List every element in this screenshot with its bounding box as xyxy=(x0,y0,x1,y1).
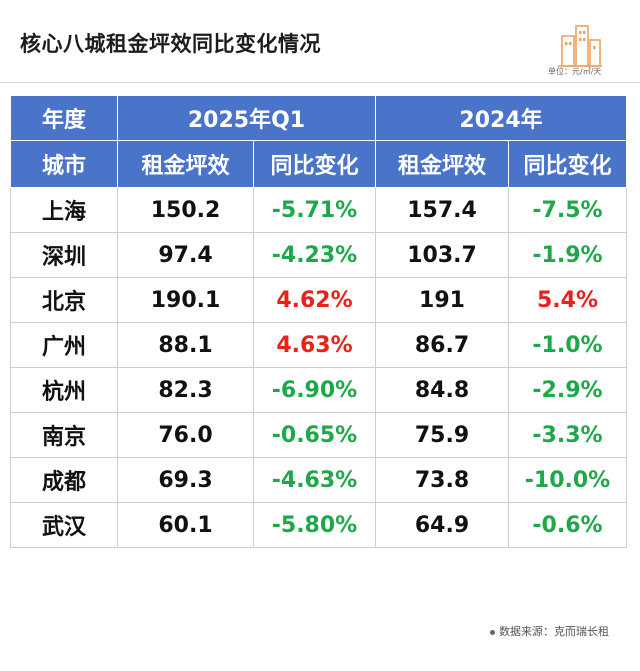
corner-header: 年度 xyxy=(10,95,118,141)
rent-efficiency-2025q1-cell: 60.1 xyxy=(117,502,254,548)
data-source: 数据来源：克而瑞长租 xyxy=(490,623,609,639)
period-header-2024: 2024年 xyxy=(374,95,628,141)
yoy-change-2025q1-cell: -0.65% xyxy=(253,412,376,458)
bullet-icon xyxy=(490,629,495,635)
city-cell: 杭州 xyxy=(10,367,118,413)
rent-efficiency-2025q1-cell: 76.0 xyxy=(117,412,254,458)
metric-header: 同比变化 xyxy=(253,140,376,188)
city-cell: 南京 xyxy=(10,412,118,458)
table-row: 深圳 97.4 -4.23% 103.7 -1.9% xyxy=(10,232,628,278)
metric-header: 租金坪效 xyxy=(117,140,254,188)
page-title: 核心八城租金坪效同比变化情况 xyxy=(20,32,321,56)
table-row: 上海 150.2 -5.71% 157.4 -7.5% xyxy=(10,187,628,233)
header-row-years: 年度 2025年Q1 2024年 xyxy=(10,95,628,141)
yoy-change-2024-cell: -3.3% xyxy=(507,412,628,458)
yoy-change-2024-cell: -7.5% xyxy=(507,187,628,233)
rent-efficiency-2024-cell: 84.8 xyxy=(375,367,509,413)
yoy-change-2024-cell: -1.0% xyxy=(507,322,628,368)
unit-label: 单位：元/㎡/天 xyxy=(548,67,602,76)
yoy-change-2025q1-cell: -5.80% xyxy=(253,502,376,548)
period-header-2025q1: 2025年Q1 xyxy=(117,95,376,141)
rent-efficiency-2025q1-cell: 69.3 xyxy=(117,457,254,503)
metric-header: 同比变化 xyxy=(507,140,628,188)
yoy-change-2024-cell: -2.9% xyxy=(507,367,628,413)
metric-header: 租金坪效 xyxy=(375,140,509,188)
city-cell: 上海 xyxy=(10,187,118,233)
title-divider xyxy=(0,82,640,83)
yoy-change-2025q1-cell: 4.62% xyxy=(253,277,376,323)
buildings-logo-icon xyxy=(558,25,602,67)
table-row: 杭州 82.3 -6.90% 84.8 -2.9% xyxy=(10,367,628,413)
rent-efficiency-2025q1-cell: 190.1 xyxy=(117,277,254,323)
yoy-change-2024-cell: -0.6% xyxy=(507,502,628,548)
rent-efficiency-2024-cell: 103.7 xyxy=(375,232,509,278)
rent-efficiency-2024-cell: 64.9 xyxy=(375,502,509,548)
table-row: 广州 88.1 4.63% 86.7 -1.0% xyxy=(10,322,628,368)
rent-efficiency-2025q1-cell: 97.4 xyxy=(117,232,254,278)
rent-efficiency-2025q1-cell: 82.3 xyxy=(117,367,254,413)
city-cell: 武汉 xyxy=(10,502,118,548)
table-row: 武汉 60.1 -5.80% 64.9 -0.6% xyxy=(10,502,628,548)
yoy-change-2025q1-cell: -4.63% xyxy=(253,457,376,503)
city-header: 城市 xyxy=(10,140,118,188)
city-cell: 广州 xyxy=(10,322,118,368)
rent-efficiency-2024-cell: 86.7 xyxy=(375,322,509,368)
yoy-change-2024-cell: -1.9% xyxy=(507,232,628,278)
city-cell: 深圳 xyxy=(10,232,118,278)
rent-efficiency-2024-cell: 191 xyxy=(375,277,509,323)
data-source-text: 数据来源：克而瑞长租 xyxy=(499,625,609,638)
yoy-change-2025q1-cell: -5.71% xyxy=(253,187,376,233)
rent-efficiency-2025q1-cell: 150.2 xyxy=(117,187,254,233)
rent-efficiency-2024-cell: 75.9 xyxy=(375,412,509,458)
city-cell: 成都 xyxy=(10,457,118,503)
yoy-change-2025q1-cell: 4.63% xyxy=(253,322,376,368)
rent-efficiency-2024-cell: 157.4 xyxy=(375,187,509,233)
rent-efficiency-2025q1-cell: 88.1 xyxy=(117,322,254,368)
city-cell: 北京 xyxy=(10,277,118,323)
header-row-metrics: 城市 租金坪效 同比变化 租金坪效 同比变化 xyxy=(10,140,628,188)
yoy-change-2024-cell: 5.4% xyxy=(507,277,628,323)
yoy-change-2025q1-cell: -6.90% xyxy=(253,367,376,413)
table-row: 北京 190.1 4.62% 191 5.4% xyxy=(10,277,628,323)
yoy-change-2025q1-cell: -4.23% xyxy=(253,232,376,278)
yoy-change-2024-cell: -10.0% xyxy=(507,457,628,503)
table-row: 成都 69.3 -4.63% 73.8 -10.0% xyxy=(10,457,628,503)
table-row: 南京 76.0 -0.65% 75.9 -3.3% xyxy=(10,412,628,458)
rent-efficiency-2024-cell: 73.8 xyxy=(375,457,509,503)
rent-efficiency-table: 年度 2025年Q1 2024年 城市 租金坪效 同比变化 租金坪效 同比变化 … xyxy=(10,95,628,548)
